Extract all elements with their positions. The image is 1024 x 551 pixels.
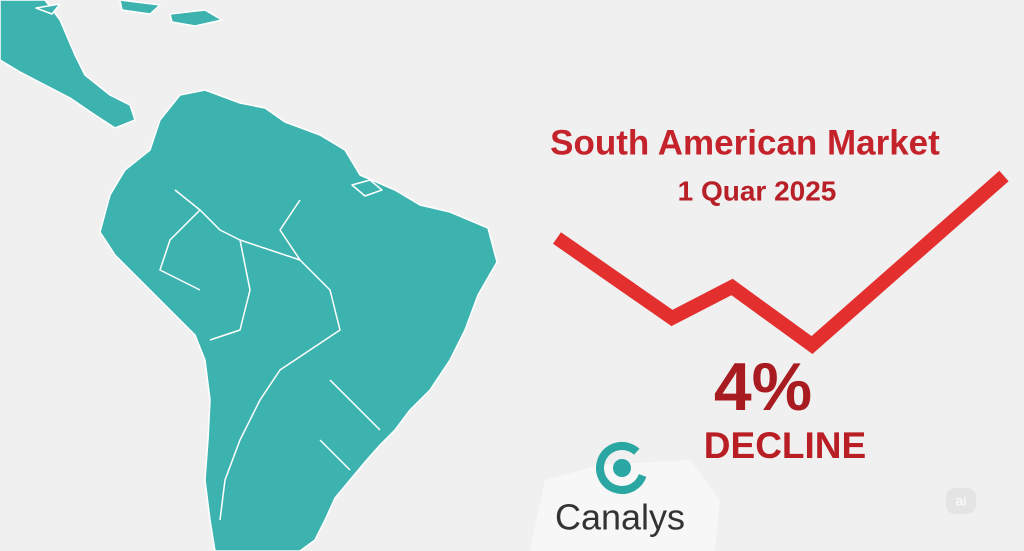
- logo-backdrop: [530, 460, 720, 551]
- central-america: [0, 0, 136, 129]
- south-america: [99, 89, 498, 551]
- subtitle: 1 Quar 2025: [678, 175, 837, 206]
- caribbean-island: [119, 0, 161, 15]
- logo-dot: [613, 459, 631, 477]
- badge: [946, 488, 976, 514]
- island: [351, 179, 383, 197]
- stat-value: 4%: [714, 349, 812, 425]
- stat-label: DECLINE: [704, 425, 866, 466]
- caribbean-island: [169, 9, 223, 27]
- logo-name: Canalys: [555, 497, 685, 538]
- decline-line: [553, 170, 1009, 354]
- border: [159, 189, 381, 521]
- title: South American Market: [550, 123, 940, 162]
- map: [0, 0, 498, 551]
- badge-text: ai: [956, 493, 967, 509]
- logo-ring: [596, 442, 648, 494]
- caribbean-island: [35, 3, 61, 15]
